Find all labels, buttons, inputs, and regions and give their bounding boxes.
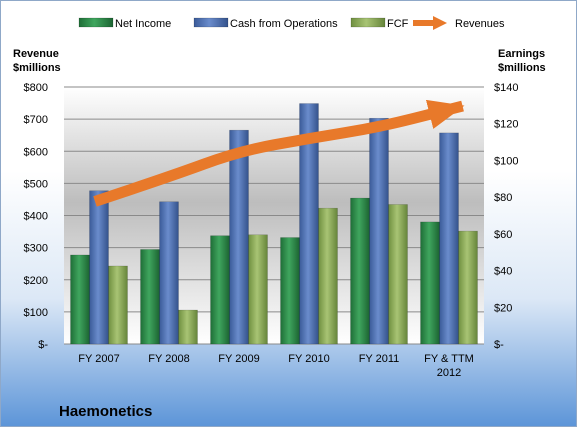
bar xyxy=(439,132,459,345)
left-tick-label: $300 xyxy=(24,243,48,255)
left-axis-title: $millions xyxy=(13,62,61,74)
left-tick-label: $800 xyxy=(24,82,48,94)
bar xyxy=(159,201,179,345)
right-tick-label: $- xyxy=(494,339,504,351)
x-tick-label: FY 2009 xyxy=(218,353,259,365)
legend-swatch xyxy=(78,17,114,28)
bar xyxy=(280,237,300,345)
left-tick-label: $200 xyxy=(24,275,48,287)
bar xyxy=(458,230,478,345)
bar xyxy=(420,221,440,345)
x-tick-label: 2012 xyxy=(437,367,461,379)
bar xyxy=(108,265,128,345)
x-tick-label: FY 2007 xyxy=(78,353,119,365)
bar xyxy=(70,254,90,345)
x-tick-label: FY & TTM xyxy=(424,353,474,365)
bar xyxy=(248,234,268,345)
right-tick-label: $40 xyxy=(494,266,512,278)
bar xyxy=(388,204,408,345)
company-title: Haemonetics xyxy=(59,403,152,420)
right-tick-label: $140 xyxy=(494,82,518,94)
legend-label: Net Income xyxy=(115,18,171,30)
bar xyxy=(229,129,249,345)
bar xyxy=(318,207,338,345)
right-axis-title: Earnings xyxy=(498,48,545,60)
gridlines xyxy=(64,86,484,345)
right-tick-label: $60 xyxy=(494,229,512,241)
legend-label: FCF xyxy=(387,18,409,30)
legend-label: Revenues xyxy=(455,18,505,30)
bar xyxy=(178,309,198,345)
legend-label: Cash from Operations xyxy=(230,18,338,30)
legend-swatch xyxy=(350,17,386,28)
right-tick-label: $120 xyxy=(494,119,518,131)
left-tick-label: $700 xyxy=(24,114,48,126)
bar xyxy=(89,190,109,345)
x-tick-label: FY 2011 xyxy=(359,353,400,365)
tick-labels: $- $100 $200 $300 $400 $500 $600 $700 $800 $- $20 $… xyxy=(24,82,519,379)
revenue-line-path xyxy=(93,99,465,207)
right-tick-label: $20 xyxy=(494,302,512,314)
right-axis-title: $millions xyxy=(498,62,546,74)
revenue-line xyxy=(93,99,465,207)
bar xyxy=(369,117,389,345)
left-tick-label: $- xyxy=(38,339,48,351)
right-tick-label: $100 xyxy=(494,155,518,167)
left-axis-title: Revenue xyxy=(13,48,59,60)
legend: Net Income Cash from Operations FCF Revenue… xyxy=(78,16,505,30)
bar xyxy=(350,197,370,345)
bar xyxy=(140,249,160,345)
right-tick-label: $80 xyxy=(494,192,512,204)
bar xyxy=(210,235,230,345)
bars xyxy=(70,103,478,345)
axis-titles: Revenue $millions Earnings $millions xyxy=(13,48,546,74)
left-tick-label: $600 xyxy=(24,146,48,158)
legend-arrow xyxy=(433,16,447,30)
legend-swatch xyxy=(193,17,229,28)
left-tick-label: $100 xyxy=(24,307,48,319)
x-tick-label: FY 2008 xyxy=(148,353,189,365)
x-tick-label: FY 2010 xyxy=(288,353,329,365)
left-tick-label: $400 xyxy=(24,211,48,223)
left-tick-label: $500 xyxy=(24,178,48,190)
